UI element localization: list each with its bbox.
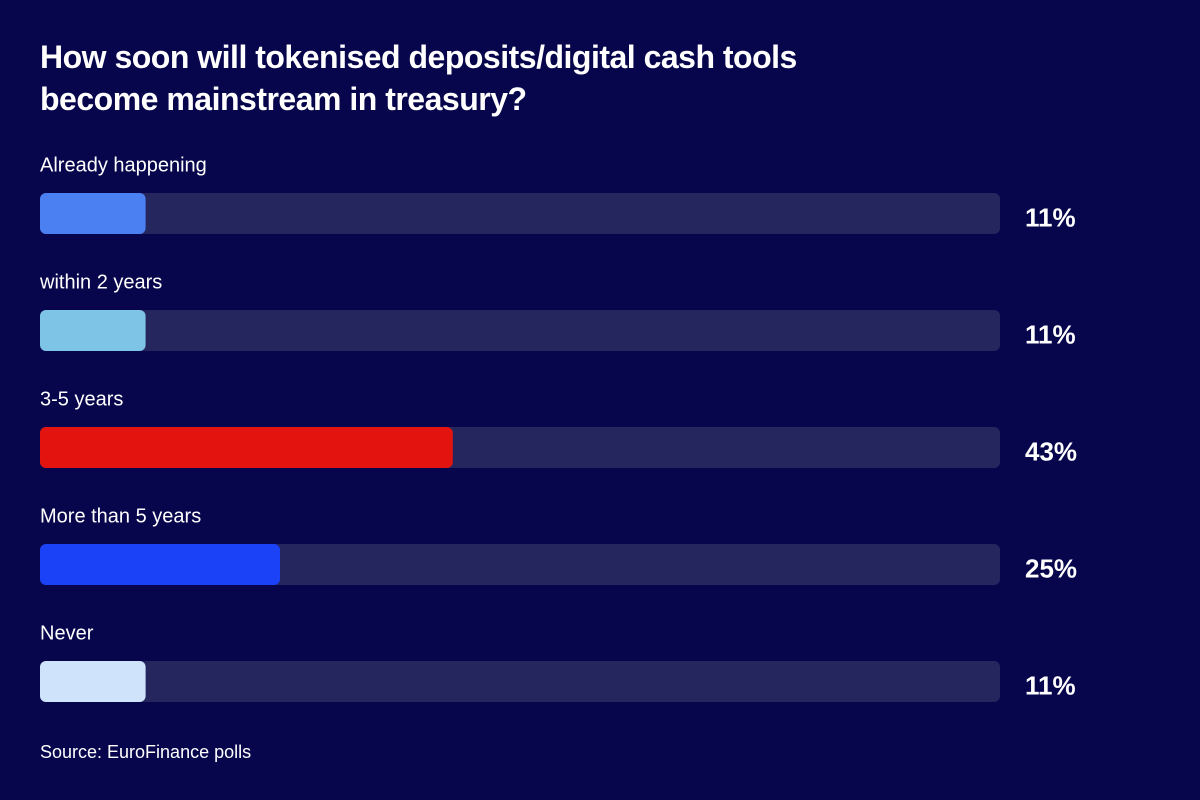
category-label: Never bbox=[40, 622, 94, 644]
bar bbox=[40, 661, 146, 702]
bar-track bbox=[40, 310, 1000, 351]
chart-title: How soon will tokenised deposits/digital… bbox=[40, 39, 797, 117]
value-label: 43% bbox=[1025, 436, 1077, 466]
bar bbox=[40, 544, 280, 585]
value-label: 11% bbox=[1025, 319, 1076, 349]
bar-track bbox=[40, 661, 1000, 702]
bar bbox=[40, 427, 453, 468]
bar bbox=[40, 193, 146, 234]
source: Source: EuroFinance polls bbox=[40, 742, 251, 762]
category-label: More than 5 years bbox=[40, 505, 201, 527]
category-label: within 2 years bbox=[39, 271, 162, 293]
value-label: 25% bbox=[1025, 553, 1077, 583]
category-label: 3-5 years bbox=[40, 388, 123, 410]
bar-track bbox=[40, 193, 1000, 234]
bar bbox=[40, 310, 146, 351]
value-label: 11% bbox=[1025, 670, 1076, 700]
value-label: 11% bbox=[1025, 202, 1076, 232]
category-label: Already happening bbox=[40, 154, 207, 176]
